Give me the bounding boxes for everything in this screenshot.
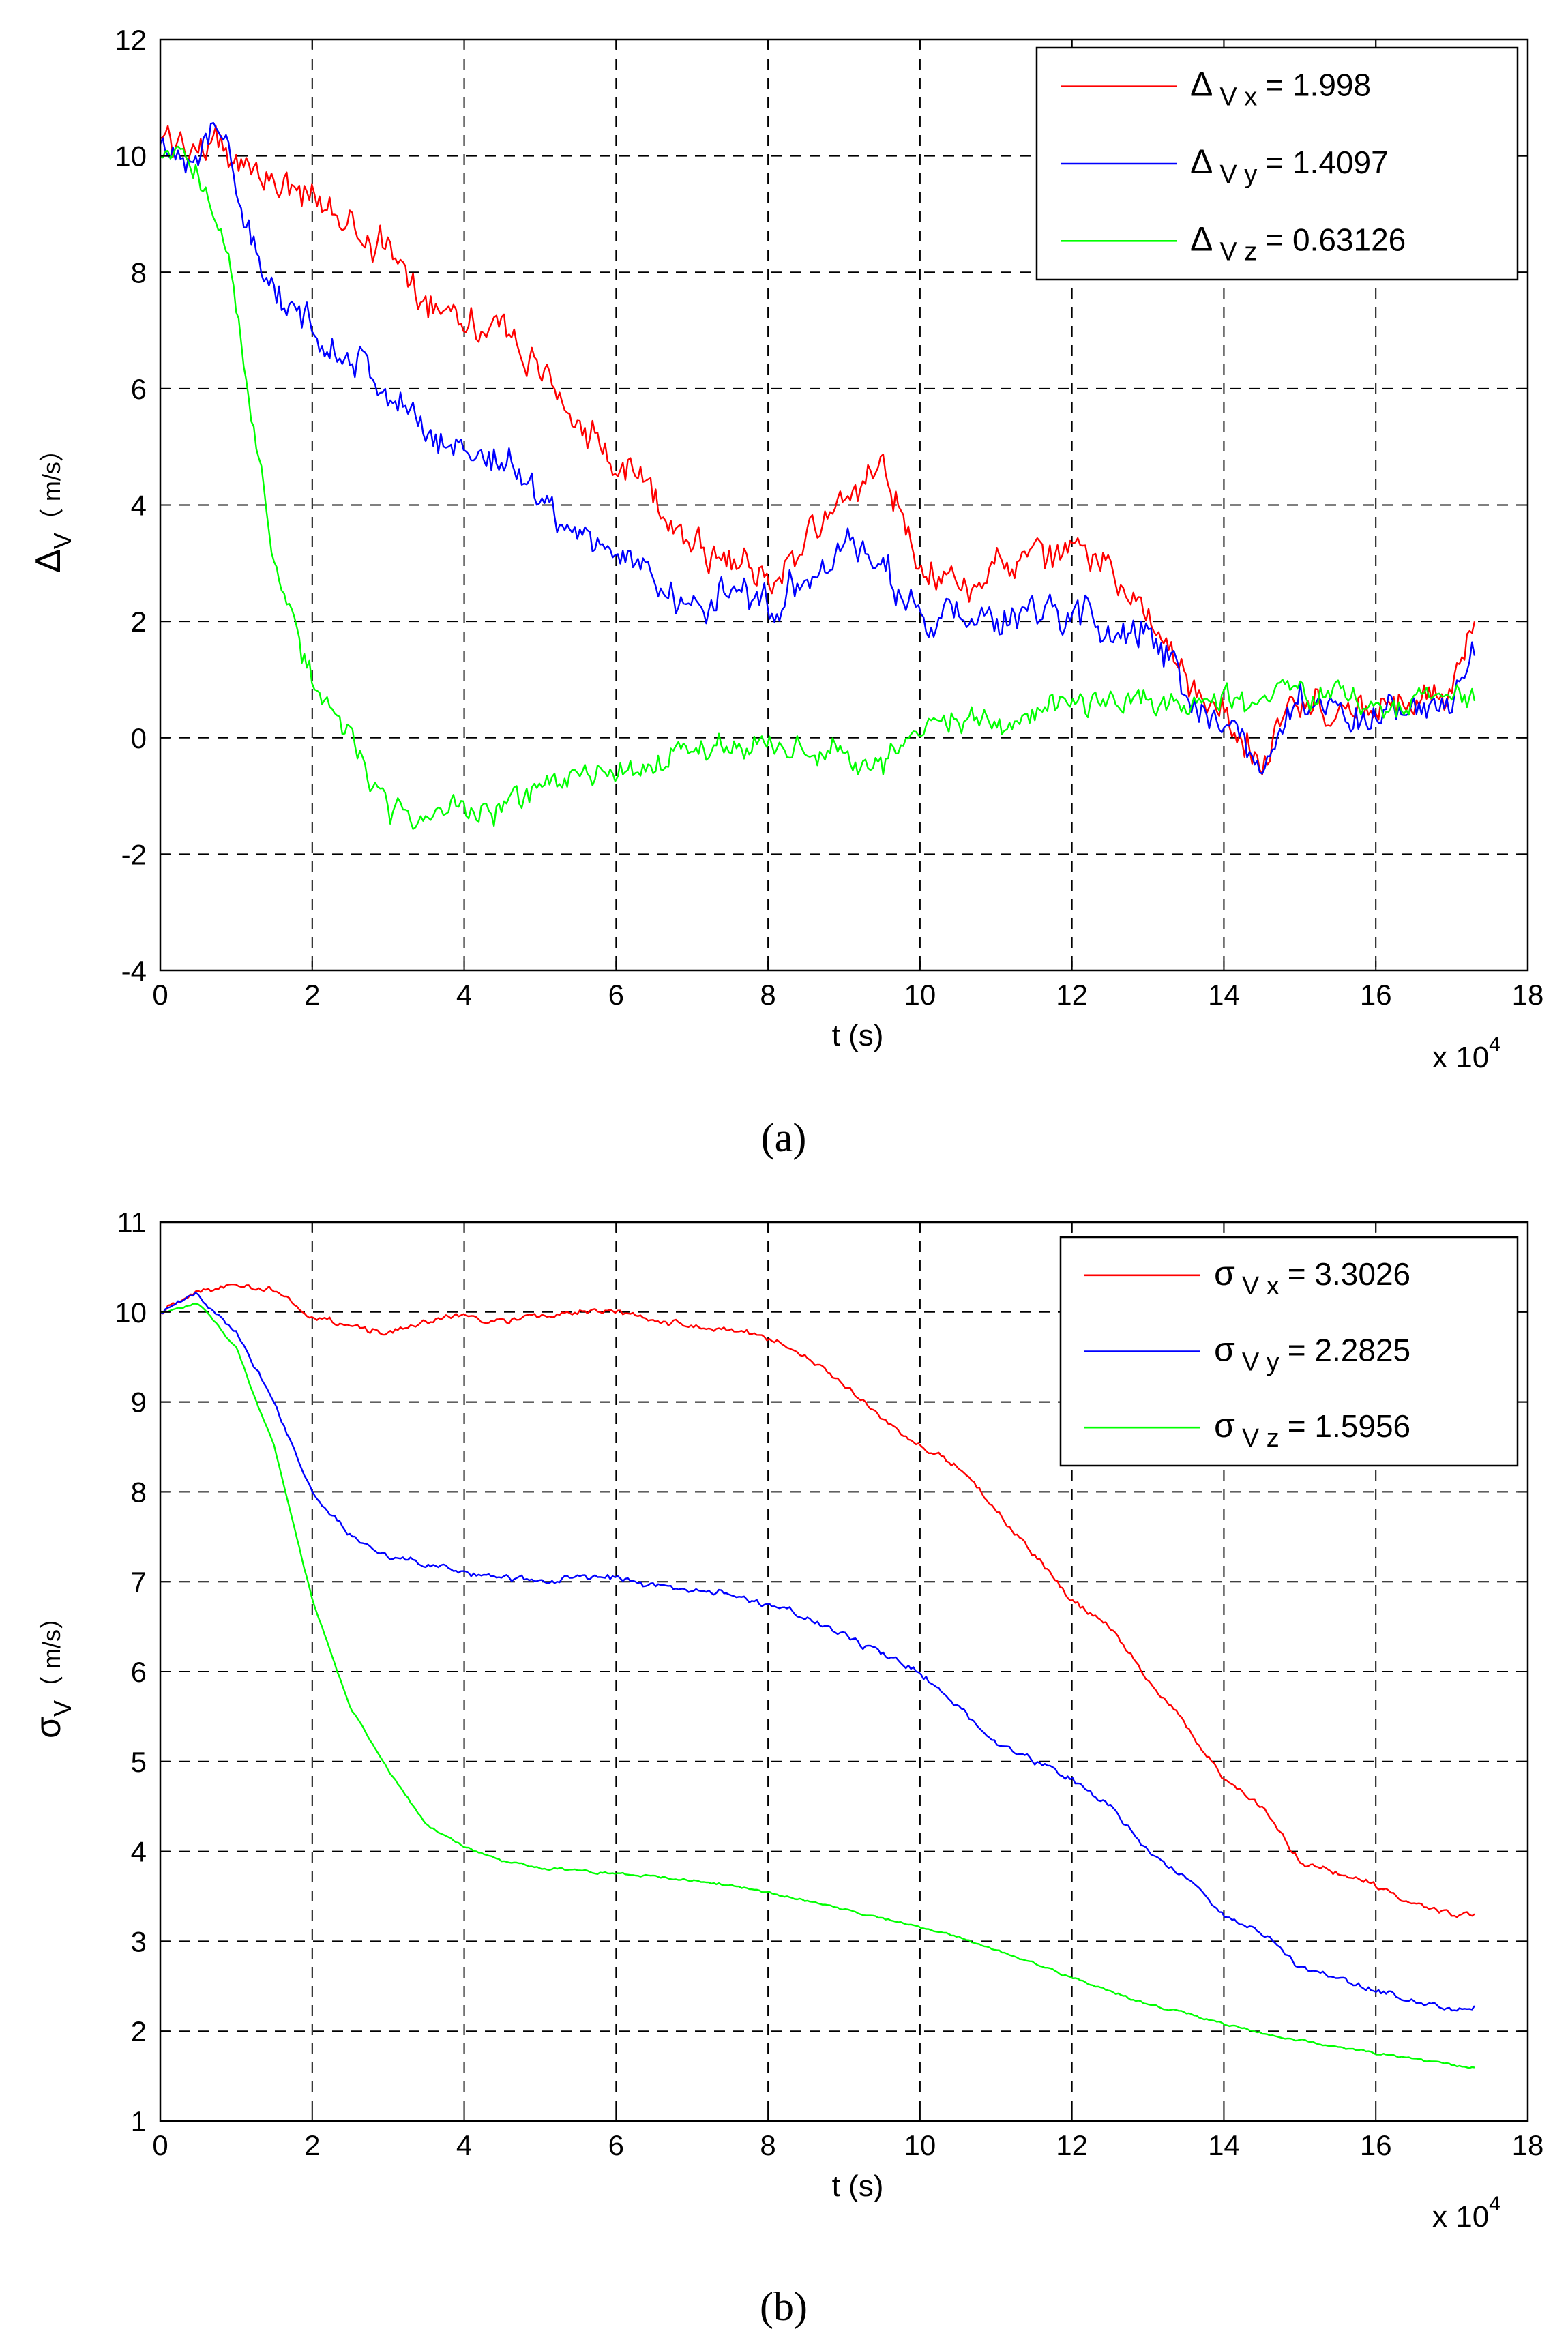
y-tick-label: 4 (131, 1836, 147, 1868)
x-tick-label: 6 (608, 2129, 624, 2161)
y-tick-label: -2 (121, 838, 147, 870)
y-axis-label: σV（ m/s） (29, 1605, 76, 1738)
x-axis-label: t (s) (832, 1019, 884, 1052)
x-tick-label: 16 (1360, 979, 1392, 1011)
y-tick-label: 1 (131, 2105, 147, 2137)
y-tick-label: 2 (131, 606, 147, 638)
y-tick-label: 6 (131, 1656, 147, 1688)
y-tick-label: 2 (131, 2015, 147, 2047)
figure-caption: (a) (761, 1115, 807, 1160)
y-tick-label: 8 (131, 1476, 147, 1508)
x-tick-label: 10 (904, 979, 936, 1011)
y-tick-label: 7 (131, 1566, 147, 1598)
y-tick-label: -4 (121, 955, 147, 987)
x-tick-label: 14 (1208, 2129, 1240, 2161)
x-tick-label: 4 (456, 2129, 472, 2161)
x-tick-label: 2 (304, 979, 320, 1011)
x-tick-label: 18 (1512, 979, 1544, 1011)
chart-a-svg: 0 2 4 6 8 10 12 14 16 18 -4 -2 0 2 4 6 8 10 12 t (s) x 104 ΔV… (29, 24, 1544, 1160)
x-tick-label: 10 (904, 2129, 936, 2161)
x-tick-label: 6 (608, 979, 624, 1011)
chart-panel-b: 0 2 4 6 8 10 12 14 16 18 1 2 3 4 5 6 7 8 9 10 11 t (s) x 104 σV… (0, 1171, 1568, 2342)
y-axis-label: ΔV（ m/s） (29, 437, 76, 573)
y-tick-label: 10 (115, 1296, 147, 1329)
chart-panel-a: 0 2 4 6 8 10 12 14 16 18 -4 -2 0 2 4 6 8 10 12 t (s) x 104 ΔV… (29, 24, 1544, 1160)
series-line-vx (160, 125, 1476, 775)
figure-caption: (b) (760, 2284, 808, 2329)
x-tick-label: 2 (304, 2129, 320, 2161)
series-line-vy (160, 1292, 1475, 2012)
y-tick-label: 0 (131, 722, 147, 754)
y-tick-label: 4 (131, 490, 147, 522)
x-tick-label: 12 (1056, 979, 1088, 1011)
y-tick-label: 11 (117, 1206, 147, 1239)
x-tick-label: 0 (152, 2129, 168, 2161)
y-tick-label: 10 (115, 140, 147, 173)
x-tick-label: 8 (760, 979, 775, 1011)
x-tick-label: 16 (1360, 2129, 1392, 2161)
x-tick-label: 4 (456, 979, 472, 1011)
y-tick-label: 8 (131, 256, 147, 288)
x-tick-label: 18 (1512, 2129, 1544, 2161)
y-tick-label: 9 (131, 1387, 147, 1419)
y-tick-label: 6 (131, 373, 147, 405)
y-tick-label: 12 (115, 24, 147, 56)
series-line-vy (159, 121, 1476, 775)
series-line-vz (160, 145, 1476, 830)
x-tick-label: 12 (1056, 2129, 1088, 2161)
x-tick-label: 8 (760, 2129, 775, 2161)
x-tick-label: 0 (152, 979, 168, 1011)
x-axis-multiplier: x 104 (1432, 2193, 1500, 2234)
y-tick-label: 3 (131, 1925, 147, 1957)
x-axis-multiplier: x 104 (1432, 1033, 1500, 1074)
series-line-vx (160, 1283, 1475, 1918)
x-tick-label: 14 (1208, 979, 1240, 1011)
series-line-vz (160, 1303, 1475, 2069)
y-tick-label: 5 (131, 1746, 147, 1778)
x-axis-label: t (s) (832, 2169, 884, 2203)
